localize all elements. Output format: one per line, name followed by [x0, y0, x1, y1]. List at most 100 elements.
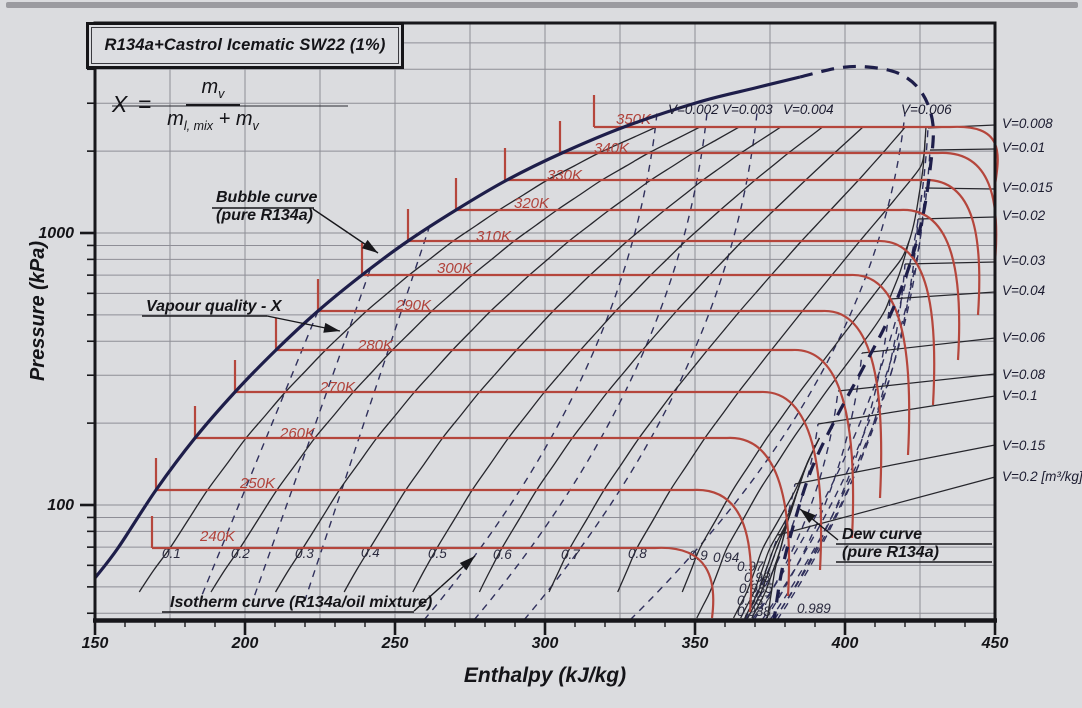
isotherm-line	[594, 125, 999, 186]
isochore-dashed-line	[776, 263, 906, 621]
isochore-dashed-line	[423, 112, 658, 621]
isochore-superheat-line	[837, 373, 996, 392]
isotherm-temperature-label: 280K	[357, 337, 394, 354]
isochore-superheat-line	[777, 476, 996, 536]
isotherm-temperature-label: 300K	[437, 260, 473, 277]
dew-curve-annotation-arrowhead	[800, 509, 816, 523]
x-axis-tick-label: 300	[532, 635, 559, 652]
x-axis-tick-label: 250	[381, 635, 409, 652]
isochore-superheat-line	[794, 444, 996, 485]
isotherm-line	[362, 273, 911, 456]
isochore-dashed-line	[773, 298, 891, 621]
isotherm-temperature-label: 350K	[616, 111, 652, 128]
isochore-superheat-line	[861, 337, 996, 354]
y-axis-tick-label: 100	[47, 497, 74, 514]
isotherm-line	[408, 239, 936, 406]
isochore-dashed-line	[199, 310, 319, 601]
isochore-dashed-line	[252, 269, 371, 601]
formula-fraction: mv ml, mix + mv	[167, 76, 259, 134]
isochore-dashed-line	[751, 127, 929, 621]
isochore-label: V=0.1	[1002, 388, 1038, 403]
quality-line-label: 0.6	[493, 547, 512, 562]
isotherm-line	[235, 390, 823, 571]
isochore-label: V=0.08	[1002, 367, 1046, 382]
isochore-label: V=0.15	[1002, 438, 1046, 453]
isotherm-line	[156, 488, 753, 613]
bubble-curve-annotation-text: (pure R134a)	[216, 207, 313, 224]
isotherm-temperature-label: 270K	[319, 379, 356, 396]
bubble-curve-annotation-text: Bubble curve	[216, 189, 317, 206]
isotherm-line	[505, 178, 981, 316]
isochore-label: V=0.04	[1002, 283, 1045, 298]
bubble-curve-annotation-arrowhead	[361, 239, 378, 253]
dew-curve	[772, 64, 935, 621]
isochore-dashed-line	[523, 112, 758, 621]
vapour-quality-annotation-text: Vapour quality - X	[146, 298, 283, 315]
isochore-superheat-line	[929, 148, 996, 151]
isochore-label: V=0.002	[668, 102, 719, 117]
isochore-dashed-line	[753, 390, 839, 621]
isochore-superheat-line	[889, 291, 996, 300]
isochore-dashed-line	[304, 224, 431, 601]
isotherm-temperature-label: 290K	[395, 297, 432, 314]
x-axis-tick-label: 150	[82, 635, 109, 652]
isotherm-temperature-label: 340K	[594, 140, 630, 157]
isochore-superheat-line	[924, 187, 996, 190]
quality-line-label: 0.988	[737, 604, 771, 619]
dew-curve-annotation-text: (pure R134a)	[842, 544, 939, 561]
isotherm-line	[276, 348, 855, 539]
quality-line-label: 0.1	[162, 546, 181, 561]
quality-line-label: 0.94	[713, 550, 739, 565]
isochore-label: V=0.03	[1002, 253, 1046, 268]
isochore-label: V=0.2 [m³/kg]	[1002, 469, 1082, 484]
isochore-label: V=0.02	[1002, 208, 1046, 223]
isochore-superheat-line	[904, 261, 996, 265]
quality-line	[696, 240, 910, 619]
isotherm-temperature-label: 250K	[239, 475, 276, 492]
scan-edge-band	[6, 2, 1078, 8]
bubble-curve	[93, 75, 801, 579]
isochore-label: V=0.008	[1002, 116, 1053, 131]
isochore-label: V=0.06	[1002, 330, 1046, 345]
quality-line-label: 0.8	[628, 546, 647, 561]
dew-curve-annotation-text: Dew curve	[842, 526, 922, 543]
formula-numerator: mv	[185, 76, 241, 106]
quality-line	[617, 126, 927, 593]
x-axis-tick-label: 400	[831, 635, 859, 652]
quality-line	[681, 139, 926, 593]
quality-line	[412, 126, 823, 593]
isotherm-temperature-label: 310K	[476, 228, 512, 245]
quality-line-label: 0.7	[561, 547, 580, 562]
x-axis-tick-label: 200	[231, 635, 259, 652]
isotherm-curve-annotation-text: Isotherm curve (R134a/oil mixture)	[170, 594, 432, 611]
y-axis-tick-label: 1000	[38, 225, 74, 242]
chart-title: R134a+Castrol Icematic SW22 (1%)	[104, 36, 386, 54]
isochore-label: V=0.01	[1002, 140, 1045, 155]
isochore-dashed-line	[629, 112, 906, 621]
vapour-quality-annotation-arrowhead	[323, 322, 340, 333]
quality-line-label: 0.989	[797, 601, 831, 616]
vapor-quality-formula: X = mv ml, mix + mv	[112, 76, 259, 134]
quality-line-label: 0.9	[689, 548, 708, 563]
isotherm-temperature-label: 320K	[514, 195, 550, 212]
isochore-label: V=0.015	[1002, 180, 1053, 195]
x-axis-title: Enthalpy (kJ/kg)	[463, 664, 627, 687]
quality-line-label: 0.5	[428, 546, 447, 561]
isochore-label: V=0.004	[783, 102, 834, 117]
isotherm-temperature-label: 240K	[199, 528, 236, 545]
isotherm-line	[318, 309, 883, 499]
chart-title-box: R134a+Castrol Icematic SW22 (1%)	[86, 22, 404, 69]
isotherm-line	[195, 436, 791, 597]
isochore-label: V=0.003	[722, 102, 773, 117]
formula-lhs: X =	[112, 91, 154, 118]
quality-line	[766, 489, 799, 619]
isochore-dashed-line	[773, 218, 919, 621]
isochore-label: V=0.006	[901, 102, 952, 117]
isochore-dashed-line	[473, 112, 708, 621]
quality-line-label: 0.3	[295, 546, 314, 561]
isotherm-temperature-label: 260K	[279, 425, 316, 442]
isotherm-line	[456, 208, 961, 361]
isotherm-curve-annotation-arrowhead	[459, 556, 475, 571]
